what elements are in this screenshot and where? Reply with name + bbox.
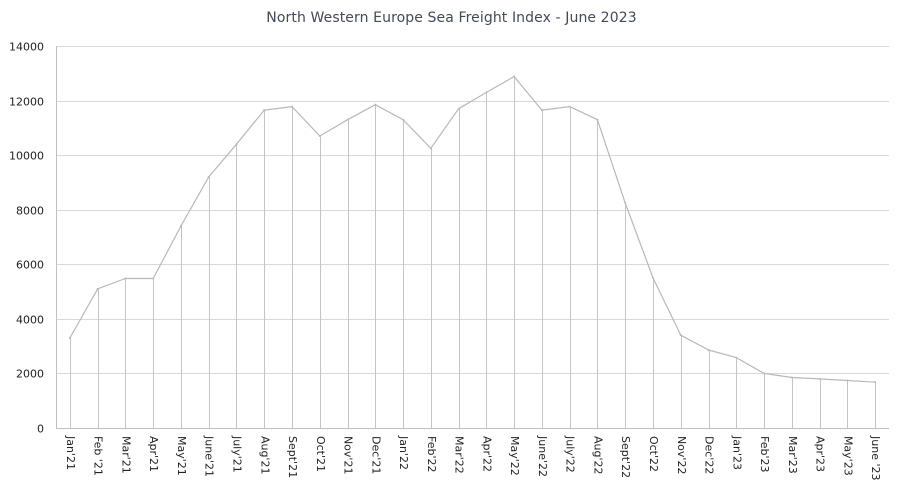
x-tick-label: Apr'21: [147, 436, 160, 472]
data-point: [374, 103, 377, 106]
x-tick-label: Mar'21: [119, 436, 132, 474]
x-tick-label: Dec'21: [369, 436, 382, 474]
x-tick-label: Jan'22: [397, 435, 410, 470]
data-point: [235, 143, 238, 146]
x-tick-label: Sept'22: [619, 436, 632, 478]
x-tick-label: Oct'22: [647, 436, 660, 472]
x-tick-label: May'21: [175, 436, 188, 476]
x-tick-label: Jan'23: [730, 435, 743, 470]
data-point: [707, 348, 710, 351]
chart-title: North Western Europe Sea Freight Index -…: [266, 10, 637, 26]
x-tick-label: Feb '21: [92, 436, 105, 476]
data-point: [402, 118, 405, 121]
x-tick-label: May'22: [508, 436, 521, 476]
data-point: [207, 175, 210, 178]
y-tick-label: 0: [37, 423, 44, 436]
y-tick-label: 8000: [16, 205, 44, 218]
data-point: [596, 118, 599, 121]
data-point: [790, 376, 793, 379]
data-point: [874, 381, 877, 384]
data-point: [291, 105, 294, 108]
x-tick-label: Aug'22: [591, 436, 604, 475]
data-point: [179, 225, 182, 228]
x-tick-label: May'23: [841, 436, 854, 476]
y-tick-label: 2000: [16, 368, 44, 381]
x-tick-label: Nov'22: [675, 436, 688, 475]
data-point: [624, 201, 627, 204]
data-point: [263, 109, 266, 112]
x-tick-label: Sept'21: [286, 436, 299, 478]
x-tick-label: Apr'22: [480, 436, 493, 472]
data-point: [457, 107, 460, 110]
data-point: [763, 372, 766, 375]
data-point: [540, 109, 543, 112]
x-tick-label: June'21: [203, 435, 216, 477]
y-tick-label: 14000: [9, 41, 44, 54]
x-tick-label: July'21: [231, 435, 244, 473]
data-point: [318, 135, 321, 138]
x-tick-label: Jan'21: [64, 435, 77, 470]
x-tick-label: June'22: [536, 435, 549, 477]
x-tick-label: Mar'22: [453, 436, 466, 474]
data-point: [68, 336, 71, 339]
x-tick-label: June '23: [869, 435, 882, 480]
data-point: [96, 287, 99, 290]
x-tick-label: Oct'21: [314, 436, 327, 472]
data-point: [346, 118, 349, 121]
y-tick-label: 10000: [9, 150, 44, 163]
x-tick-label: Feb'23: [758, 436, 771, 473]
data-point: [735, 356, 738, 359]
x-tick-label: Mar'23: [786, 436, 799, 474]
x-tick-label: July'22: [564, 435, 577, 473]
y-tick-label: 4000: [16, 314, 44, 327]
x-tick-label: Apr'23: [814, 436, 827, 472]
data-point: [679, 334, 682, 337]
data-point: [651, 276, 654, 279]
data-point: [846, 379, 849, 382]
data-point: [818, 377, 821, 380]
y-tick-label: 12000: [9, 96, 44, 109]
x-tick-label: Aug'21: [258, 436, 271, 475]
data-point: [513, 75, 516, 78]
y-tick-label: 6000: [16, 259, 44, 272]
x-tick-label: Feb'22: [425, 436, 438, 473]
data-point: [485, 91, 488, 94]
data-point: [124, 277, 127, 280]
x-tick-label: Nov'21: [342, 436, 355, 475]
data-point: [429, 147, 432, 150]
x-tick-label: Dec'22: [703, 436, 716, 474]
data-point: [568, 105, 571, 108]
data-point: [152, 277, 155, 280]
series-line: [69, 75, 876, 383]
